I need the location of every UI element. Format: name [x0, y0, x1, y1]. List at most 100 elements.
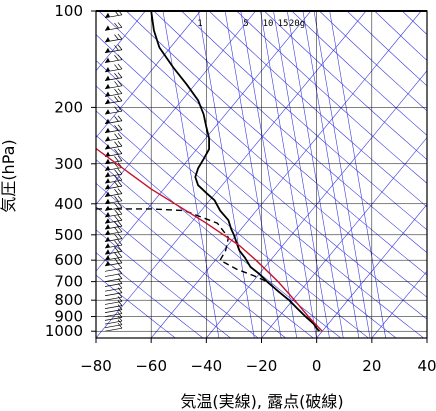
wind-barb-staff — [104, 14, 123, 19]
wind-barb-flag — [105, 109, 110, 115]
wind-barb-flag — [105, 118, 110, 124]
wind-barb-feather — [117, 155, 123, 161]
dry-adiabat-line — [208, 11, 427, 208]
wind-barb-feather — [114, 215, 119, 222]
isotherm-line — [96, 11, 312, 272]
dry-adiabat-line — [181, 11, 427, 231]
dry-adiabat-line — [96, 85, 397, 338]
wind-barb-feather — [114, 141, 119, 147]
x-tick-label: −60 — [135, 357, 167, 375]
dry-adiabat-line — [96, 159, 314, 338]
x-axis: −80 −60 −40 −20 0 20 40 — [80, 338, 436, 375]
mixing-ratio-line — [286, 11, 344, 338]
wind-barb-feather — [117, 308, 123, 314]
wind-barb — [104, 105, 123, 115]
wind-barb — [104, 140, 123, 150]
wind-barb-feather — [117, 95, 123, 102]
grid-lines — [95, 10, 428, 338]
dry-adiabat-line — [264, 11, 427, 161]
y-tick-label: 400 — [54, 195, 83, 213]
wind-barb-feather — [114, 221, 119, 227]
wind-barb-feather — [114, 96, 119, 102]
wind-barb-feather — [117, 195, 123, 202]
profile-lines — [96, 11, 323, 332]
wind-barb-staff — [104, 137, 123, 142]
wind-barb-feather — [117, 296, 123, 302]
dry-adiabat-line — [153, 11, 427, 254]
wind-barb-feather — [114, 116, 119, 122]
wind-barb-flag — [105, 255, 110, 261]
mixing-ratio-line — [302, 11, 360, 338]
wind-barb — [104, 233, 123, 242]
wind-barb-flag — [105, 184, 110, 190]
wind-barb — [104, 174, 123, 184]
wind-barb-feather — [114, 252, 119, 258]
wind-barb-staff — [104, 85, 123, 90]
wind-barb-feather — [114, 233, 119, 240]
wind-barb-feather — [114, 133, 119, 139]
wind-barb-feather — [117, 319, 123, 325]
wind-barb — [104, 251, 123, 261]
wind-barb-feather — [114, 189, 119, 195]
wind-barb-feather — [114, 169, 119, 175]
wind-barb-staff — [104, 160, 123, 165]
wind-barb-flag — [105, 136, 110, 142]
wind-barb — [104, 220, 123, 230]
y-tick-label: 300 — [54, 155, 83, 173]
wind-barb — [104, 215, 123, 224]
wind-barb-feather — [117, 282, 123, 289]
wind-barb-staff — [104, 283, 123, 287]
mixing-ratio-label: 20g — [289, 19, 305, 29]
wind-barb — [104, 54, 123, 64]
wind-barb — [104, 115, 123, 125]
wind-barb-flag — [105, 57, 110, 63]
wind-barb-feather — [114, 22, 119, 29]
wind-barb-flag — [105, 249, 110, 255]
wind-barb-feather — [117, 88, 123, 94]
wind-barb-flag — [105, 236, 110, 242]
isotherm-line — [261, 137, 427, 338]
wind-barb-feather — [114, 106, 119, 112]
wind-barb-flag — [105, 127, 110, 133]
wind-barb-feather — [117, 304, 123, 310]
wind-barb-staff — [104, 278, 123, 282]
wind-barb — [104, 22, 123, 31]
isotherm-line — [96, 11, 201, 139]
wind-barb-staff — [104, 225, 123, 230]
wind-barb-staff — [104, 59, 123, 64]
mixing-ratio-label: 10 — [263, 19, 274, 29]
wind-barb-flag — [105, 191, 110, 197]
y-tick-label: 500 — [54, 226, 83, 244]
wind-barb-staff — [104, 327, 123, 332]
y-tick-label: 1000 — [45, 322, 83, 340]
x-tick-label: −20 — [246, 357, 278, 375]
dry-adiabat-line — [430, 11, 436, 338]
wind-barb-flag — [105, 83, 110, 89]
wind-barb — [104, 33, 123, 43]
wind-barb-feather — [117, 105, 123, 112]
mixing-ratio-label: 1 — [197, 19, 202, 29]
wind-barb-feather — [117, 202, 123, 208]
wind-barb-staff — [104, 250, 123, 255]
wind-barb-staff — [104, 173, 123, 178]
wind-barb-feather — [114, 181, 119, 187]
wind-barb — [104, 257, 123, 267]
wind-barb-staff — [104, 200, 123, 205]
wind-barb-flag — [105, 243, 110, 249]
dry-adiabat-line — [96, 229, 231, 338]
wind-barb-flag — [105, 229, 110, 235]
wind-barb-staff — [104, 68, 123, 73]
isotherm-line — [206, 70, 427, 338]
wind-barb-feather — [117, 215, 123, 221]
dry-adiabat-line — [401, 11, 427, 35]
wind-barb-feather — [117, 233, 123, 239]
y-tick-label: 700 — [54, 273, 83, 291]
wind-barb — [104, 273, 123, 282]
wind-barb-staff — [104, 93, 123, 97]
wind-barb — [104, 180, 123, 190]
dry-adiabat-line — [346, 11, 427, 87]
mixing-ratio-line — [224, 11, 282, 338]
wind-barb-staff — [104, 179, 123, 184]
wind-barb-staff — [104, 38, 123, 43]
